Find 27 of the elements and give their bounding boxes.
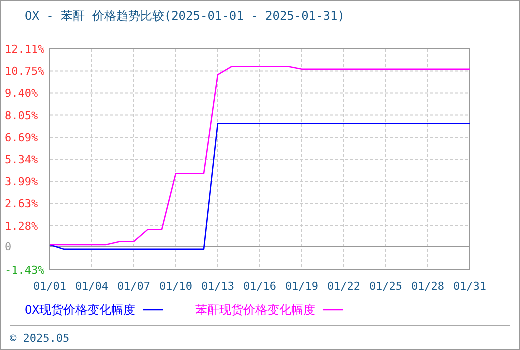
line-series [49, 66, 471, 246]
x-tick-label: 01/01 [33, 280, 67, 293]
x-tick-label: 01/10 [159, 280, 193, 293]
y-tick-label: 6.69% [5, 131, 38, 144]
y-tick-label: 10.75% [5, 65, 46, 78]
y-tick-label: 5.34% [5, 154, 38, 166]
x-tick-label: 01/04 [75, 280, 109, 293]
x-tick-label: 01/31 [453, 280, 487, 293]
y-tick-label: 0 [5, 240, 12, 254]
x-tick-label: 01/22 [327, 280, 361, 293]
x-tick-label: 01/16 [243, 280, 277, 293]
y-tick-label: 12.11% [5, 43, 46, 56]
y-tick-label: 8.05% [5, 109, 38, 122]
y-tick-label: 2.63% [5, 198, 38, 211]
x-tick-label: 01/25 [369, 280, 403, 293]
chart-title: OX - 苯酐 价格趋势比较(2025-01-01 - 2025-01-31) [25, 9, 345, 23]
y-tick-label: 1.28% [5, 220, 38, 233]
x-tick-label: 01/07 [117, 280, 151, 293]
x-tick-label: 01/28 [411, 280, 445, 293]
y-tick-label: -1.43% [5, 264, 46, 277]
y-tick-label: 3.99% [5, 176, 38, 189]
x-tick-label: 01/13 [201, 280, 235, 293]
legend-label: 苯酐现货价格变化幅度 [195, 303, 316, 317]
y-tick-label: 9.40% [5, 87, 38, 100]
legend-label: OX现货价格变化幅度 [25, 303, 136, 317]
x-tick-label: 01/19 [285, 280, 319, 293]
text: © 2025.05 [10, 332, 70, 345]
